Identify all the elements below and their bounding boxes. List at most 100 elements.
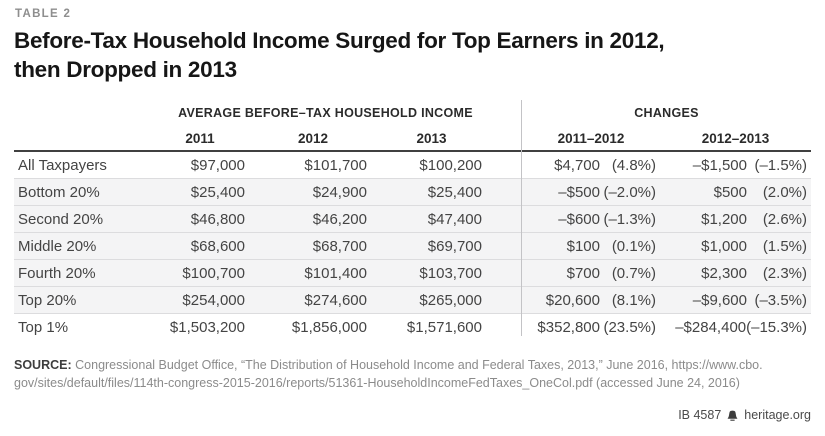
change-percent: (2.6%) [762,210,807,228]
income-2012: $24,900 [312,183,367,201]
table-column-header-row: 2011 2012 2013 2011–2012 2012–2013 [14,126,811,152]
change-percent: (8.1%) [611,291,656,309]
row-label: Bottom 20% [18,183,100,201]
col-header-2011: 2011 [185,130,215,146]
change-percent: (–1.5%) [754,156,807,174]
page-title: Before-Tax Household Income Surged for T… [14,26,804,84]
income-table: AVERAGE BEFORE–TAX HOUSEHOLD INCOME CHAN… [14,100,811,340]
income-2013: $103,700 [419,264,482,282]
change-percent: (2.0%) [762,183,807,201]
change-percent: (–3.5%) [754,291,807,309]
change-amount: $1,000 [701,237,747,255]
row-label: All Taxpayers [18,156,107,174]
change-amount: –$284,400 [675,318,747,336]
income-2013: $47,400 [427,210,482,228]
income-2011: $100,700 [182,264,245,282]
change-percent: (0.1%) [611,237,656,255]
change-amount: $100 [566,237,600,255]
change-percent: (–1.3%) [603,210,656,228]
income-2012: $101,400 [304,264,367,282]
col-header-2012: 2012 [297,130,329,146]
change-amount: $2,300 [701,264,747,282]
change-2012-2013: $500 (2.0%) [660,184,811,201]
change-amount: $20,600 [545,291,600,309]
change-2012-2013: –$284,400 (–15.3%) [660,319,811,336]
change-amount: –$500 [558,183,600,201]
income-2013: $69,700 [427,237,482,255]
income-2013: $265,000 [419,291,482,309]
income-2012: $274,600 [304,291,367,309]
group-header-income: AVERAGE BEFORE–TAX HOUSEHOLD INCOME [178,106,473,120]
income-2012: $68,700 [312,237,367,255]
change-percent: (1.5%) [762,237,807,255]
change-percent: (2.3%) [762,264,807,282]
change-2011-2012: $4,700 (4.8%) [522,157,660,174]
change-amount: $352,800 [537,318,600,336]
change-2011-2012: –$600 (–1.3%) [522,211,660,228]
change-2011-2012: $700 (0.7%) [522,265,660,282]
table-row: Fourth 20% $100,700 $101,400 $103,700 $7… [14,259,811,286]
table-row: Top 1% $1,503,200 $1,856,000 $1,571,600 … [14,313,811,340]
change-2012-2013: –$9,600 (–3.5%) [660,292,811,309]
change-percent: (–2.0%) [603,183,656,201]
change-percent: (–15.3%) [746,318,807,336]
income-2013: $25,400 [427,183,482,201]
section-divider-line [521,100,522,336]
change-amount: $4,700 [554,156,600,174]
source-label: SOURCE: [14,358,72,372]
row-label: Top 1% [18,318,69,336]
change-amount: $500 [713,183,747,201]
income-2012: $101,700 [304,156,367,174]
change-2012-2013: $1,200 (2.6%) [660,211,811,228]
income-2012: $46,200 [312,210,367,228]
source-text-1: Congressional Budget Office, “The Distri… [75,358,763,372]
source-line1: SOURCE: Congressional Budget Office, “Th… [14,357,810,375]
change-2012-2013: –$1,500 (–1.5%) [660,157,811,174]
table-row: Second 20% $46,800 $46,200 $47,400 –$600… [14,205,811,232]
change-2011-2012: $100 (0.1%) [522,238,660,255]
row-label: Middle 20% [18,237,97,255]
change-percent: (4.8%) [611,156,656,174]
source-line2: gov/sites/default/files/114th-congress-2… [14,375,740,390]
change-percent: (23.5%) [603,318,656,336]
change-amount: $1,200 [701,210,747,228]
heritage-bell-icon [727,410,738,421]
page-title-line2: then Dropped in 2013 [14,57,237,82]
income-2011: $25,400 [190,183,245,201]
income-2011: $97,000 [190,156,245,174]
income-2011: $254,000 [182,291,245,309]
table-row: All Taxpayers $97,000 $101,700 $100,200 … [14,152,811,178]
change-2011-2012: $20,600 (8.1%) [522,292,660,309]
footer-credit: IB 4587 heritage.org [678,408,811,422]
row-label: Second 20% [18,210,104,228]
table-group-header-row: AVERAGE BEFORE–TAX HOUSEHOLD INCOME CHAN… [14,100,811,126]
income-2011: $1,503,200 [169,318,245,336]
table-row: Middle 20% $68,600 $68,700 $69,700 $100 (… [14,232,811,259]
income-2011: $68,600 [190,237,245,255]
row-label: Fourth 20% [18,264,96,282]
change-2012-2013: $2,300 (2.3%) [660,265,811,282]
change-percent: (0.7%) [611,264,656,282]
report-id: IB 4587 [678,408,722,422]
change-amount: –$1,500 [692,156,747,174]
change-amount: $700 [566,264,600,282]
col-header-change-2012-2013: 2012–2013 [701,130,770,146]
change-2011-2012: –$500 (–2.0%) [522,184,660,201]
table-row: Bottom 20% $25,400 $24,900 $25,400 –$500… [14,178,811,205]
income-2013: $1,571,600 [406,318,482,336]
col-header-change-2011-2012: 2011–2012 [557,130,625,146]
site-name: heritage.org [744,408,811,422]
income-2012: $1,856,000 [291,318,367,336]
income-2013: $100,200 [419,156,482,174]
source-note: SOURCE: Congressional Budget Office, “Th… [14,357,810,392]
page-title-line1: Before-Tax Household Income Surged for T… [14,28,665,53]
row-label: Top 20% [18,291,77,309]
income-2011: $46,800 [190,210,245,228]
col-header-2013: 2013 [416,130,447,146]
table-row: Top 20% $254,000 $274,600 $265,000 $20,6… [14,286,811,313]
change-amount: –$9,600 [692,291,747,309]
change-2012-2013: $1,000 (1.5%) [660,238,811,255]
change-amount: –$600 [558,210,600,228]
table-label: TABLE 2 [15,8,72,20]
